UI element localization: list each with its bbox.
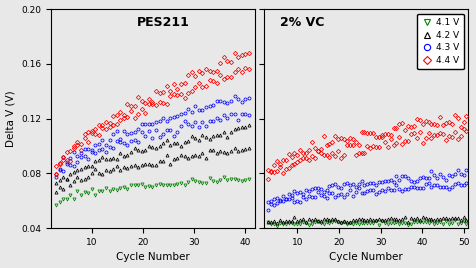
Legend: 4.1 V, 4.2 V, 4.3 V, 4.4 V: 4.1 V, 4.2 V, 4.3 V, 4.4 V bbox=[417, 14, 464, 69]
X-axis label: Cycle Number: Cycle Number bbox=[116, 252, 190, 262]
Text: 2% VC: 2% VC bbox=[280, 16, 325, 29]
Y-axis label: Delta V (V): Delta V (V) bbox=[6, 90, 16, 147]
X-axis label: Cycle Number: Cycle Number bbox=[329, 252, 403, 262]
Text: PES211: PES211 bbox=[137, 16, 189, 29]
